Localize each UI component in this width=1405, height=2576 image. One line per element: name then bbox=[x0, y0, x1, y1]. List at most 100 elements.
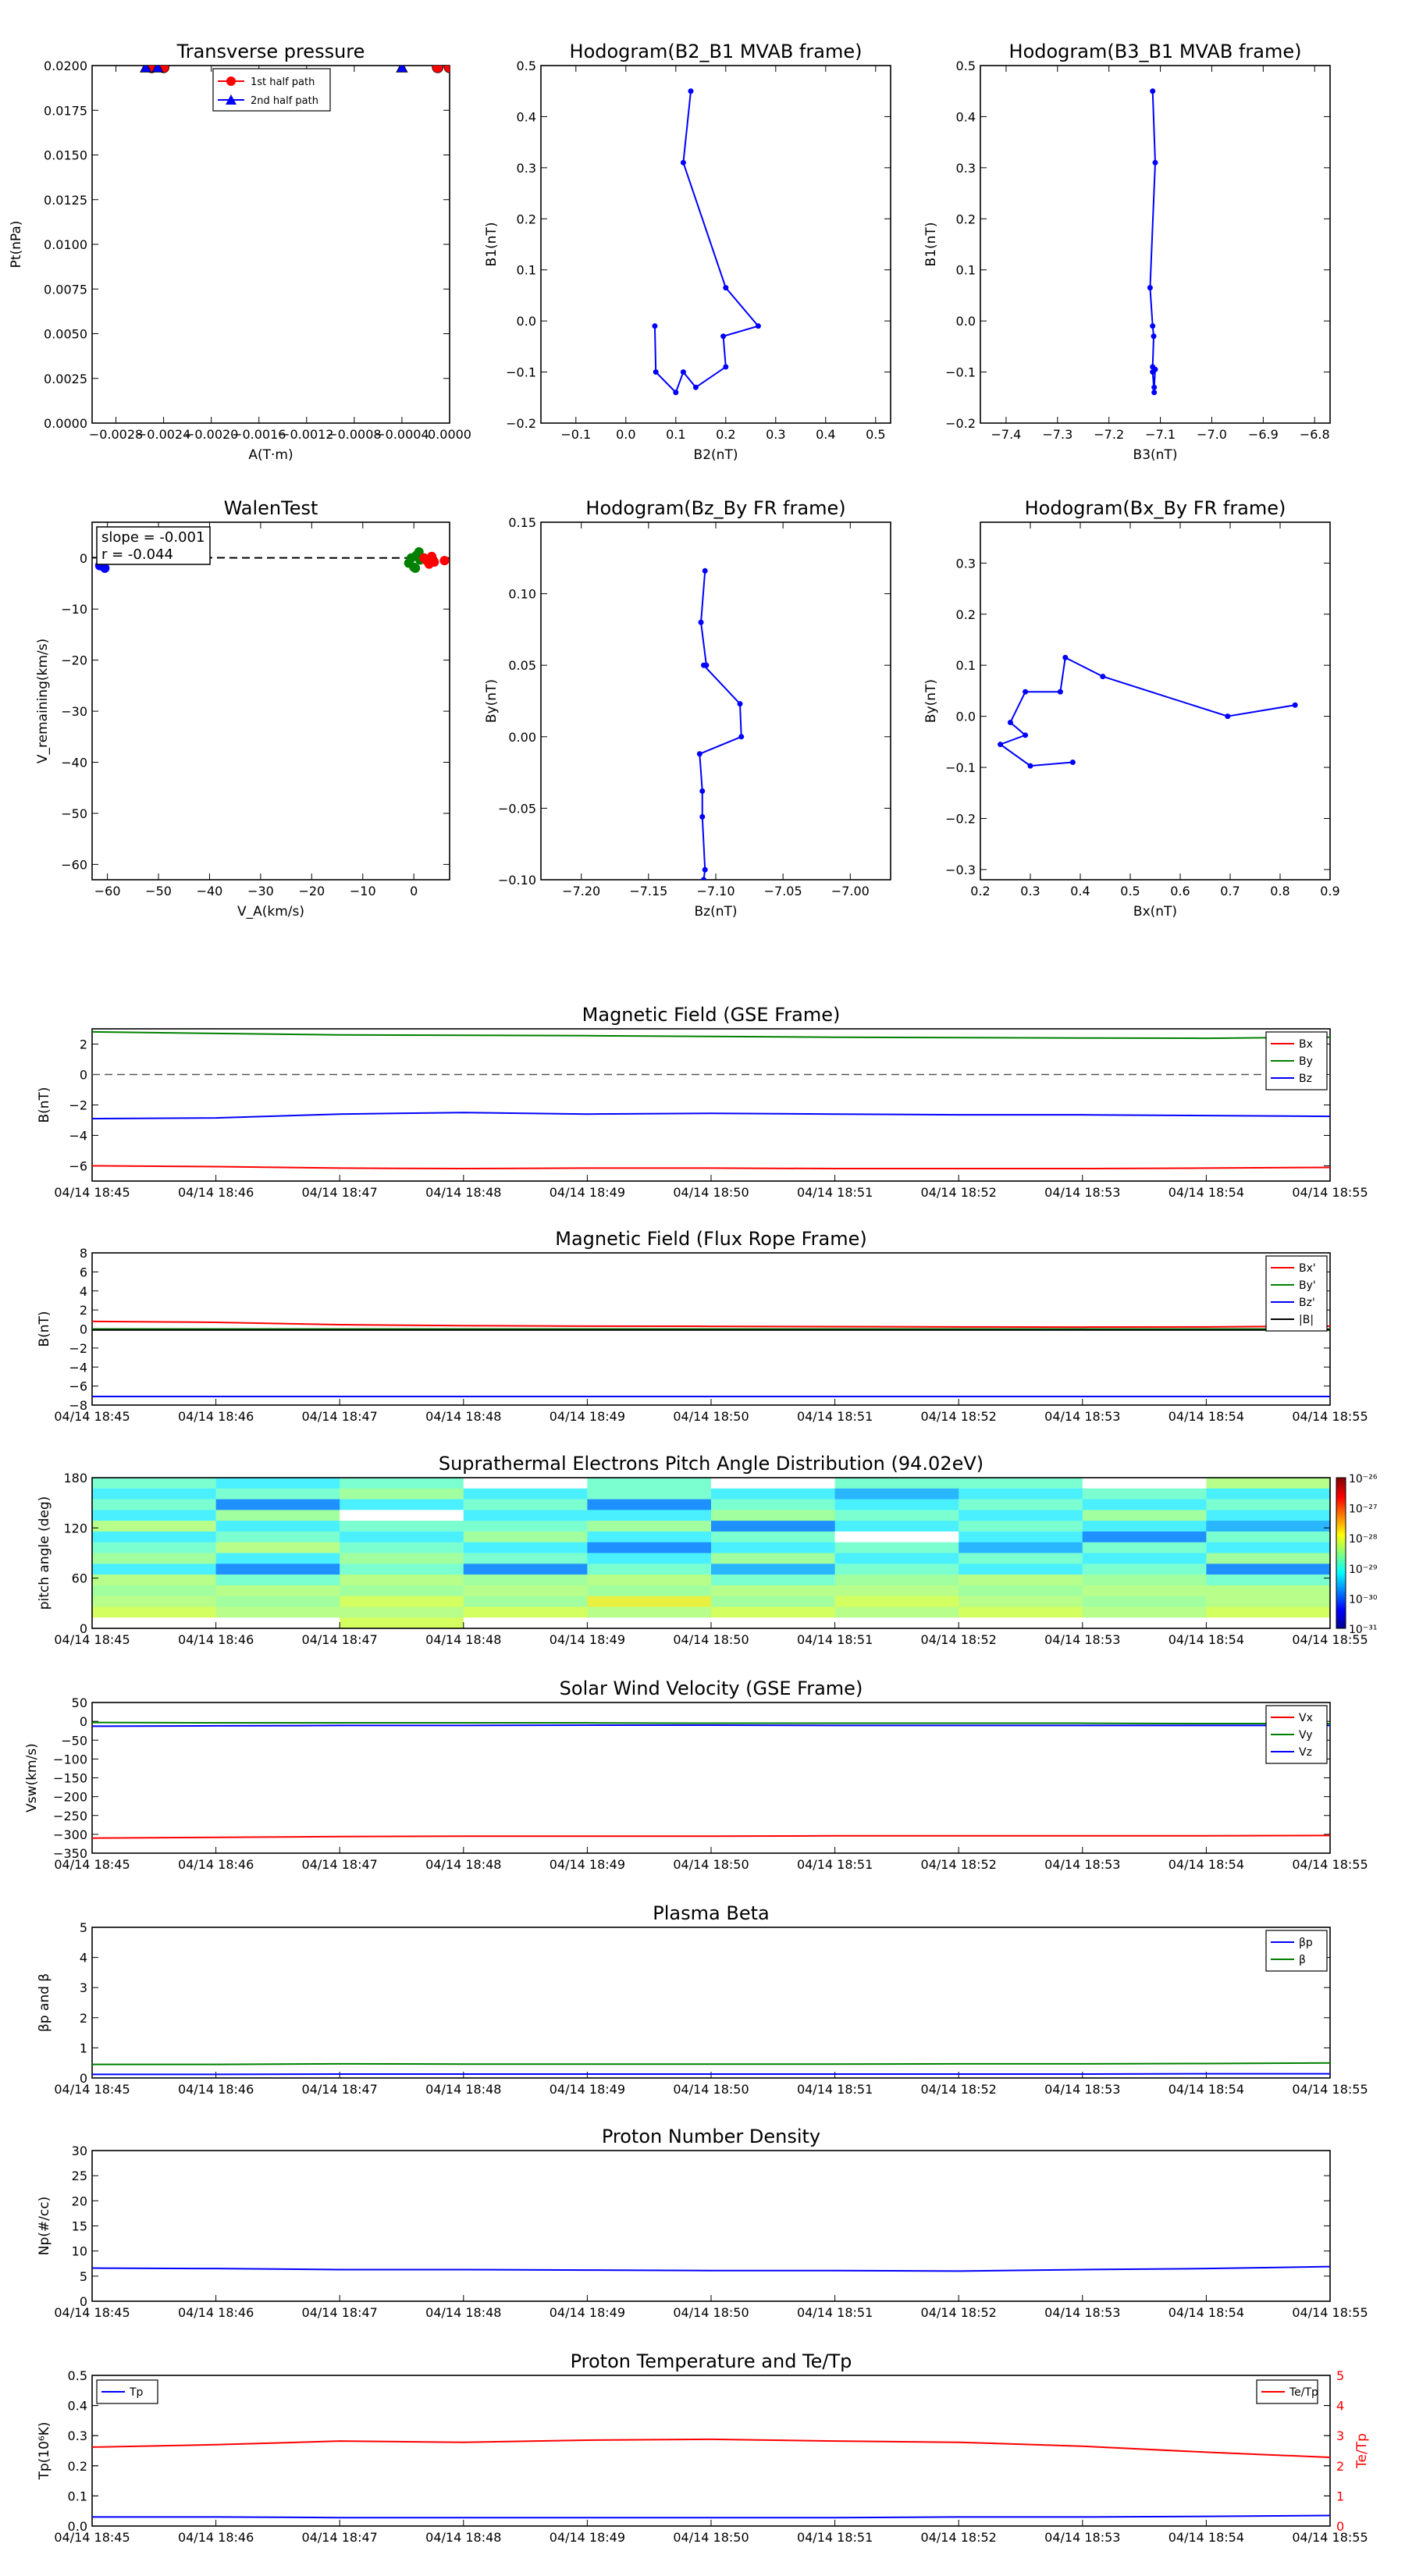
data-point bbox=[439, 556, 450, 566]
data-point bbox=[738, 734, 745, 740]
plot-area bbox=[92, 1030, 1330, 1170]
legend-label: Te/Tp bbox=[1289, 2386, 1318, 2399]
plot-frame bbox=[91, 521, 450, 881]
y-tick-label: 0.1 bbox=[517, 263, 536, 278]
x-tick-label: 0.2 bbox=[970, 884, 990, 898]
heatmap-cell bbox=[959, 1488, 1083, 1500]
data-point bbox=[700, 662, 706, 668]
heatmap-cell bbox=[587, 1521, 712, 1532]
data-point bbox=[1150, 88, 1156, 94]
data-point bbox=[140, 66, 152, 73]
y-tick-label: 0.1 bbox=[956, 658, 976, 673]
x-tick-label: 04/14 18:55 bbox=[1292, 2530, 1368, 2545]
legend-label: Tp bbox=[129, 2386, 144, 2399]
data-point bbox=[1225, 713, 1231, 720]
x-tick-label: 04/14 18:50 bbox=[673, 2530, 749, 2545]
heatmap-cell bbox=[1206, 1521, 1331, 1532]
x-axis-label: Bx(nT) bbox=[1133, 904, 1177, 920]
data-point bbox=[1150, 369, 1156, 375]
chart-title: Proton Number Density bbox=[602, 2126, 820, 2147]
x-tick-label: 04/14 18:55 bbox=[1292, 1185, 1368, 1200]
plasma-beta-chart: Plasma Beta 04/14 18:45 04/14 18:46 04/14 1… bbox=[37, 1902, 1368, 2097]
heatmap-cell bbox=[711, 1574, 836, 1586]
heatmap-cell bbox=[463, 1574, 588, 1586]
x-tick-label: 04/14 18:49 bbox=[550, 1632, 625, 1647]
heatmap-cell bbox=[1082, 1488, 1207, 1500]
data-point bbox=[411, 563, 421, 573]
heatmap-cell bbox=[834, 1617, 959, 1629]
heatmap-cell bbox=[463, 1585, 588, 1597]
y-tick-label: −300 bbox=[53, 1827, 87, 1842]
x-tick-label: 04/14 18:46 bbox=[178, 1632, 254, 1647]
heatmap-cell bbox=[463, 1542, 588, 1554]
y-tick-label: 2 bbox=[80, 1037, 87, 1052]
x-tick-label: −50 bbox=[145, 884, 172, 898]
y-tick-label: −0.10 bbox=[498, 873, 536, 888]
y-tick-label: −4 bbox=[69, 1360, 87, 1375]
y-right-tick-label: 1 bbox=[1336, 2489, 1344, 2503]
y-tick-label: −10 bbox=[61, 602, 87, 617]
legend-label: 2nd half path bbox=[251, 95, 318, 107]
annotation-box bbox=[96, 526, 211, 565]
heatmap-cell bbox=[92, 1499, 217, 1510]
legend-label: Bz bbox=[1299, 1073, 1312, 1085]
x-tick-label: −7.15 bbox=[629, 884, 667, 898]
colorbar-label: 10⁻²⁸ bbox=[1349, 1533, 1378, 1546]
x-tick-label: 04/14 18:47 bbox=[302, 2530, 378, 2545]
heatmap-cell bbox=[834, 1499, 959, 1510]
data-point bbox=[652, 323, 658, 329]
chart-title: Hodogram(Bz_By FR frame) bbox=[585, 497, 845, 519]
data-point bbox=[699, 813, 706, 820]
plot-frame bbox=[980, 65, 1331, 424]
series-line bbox=[699, 571, 742, 880]
y-axis-label: Vsw(km/s) bbox=[24, 1743, 40, 1813]
x-tick-label: 0.7 bbox=[1220, 884, 1240, 898]
y-tick-label: −0.3 bbox=[945, 863, 976, 877]
y-tick-label: 0.4 bbox=[956, 109, 976, 124]
colorbar bbox=[1336, 1477, 1346, 1629]
x-tick-label: 04/14 18:54 bbox=[1168, 1409, 1244, 1424]
y-axis-label: B1(nT) bbox=[484, 222, 500, 267]
walen-test-chart: WalenTest −60 −50 −40 −30 −20 −10 0 −60 −50 −40 −30… bbox=[35, 497, 450, 920]
x-tick-label: 04/14 18:51 bbox=[797, 2530, 873, 2545]
heatmap-cell bbox=[1206, 1531, 1331, 1543]
x-axis-label: B3(nT) bbox=[1133, 447, 1178, 463]
heatmap-cell bbox=[711, 1596, 836, 1608]
chart-title: WalenTest bbox=[224, 497, 318, 519]
data-point bbox=[755, 323, 761, 329]
pitch-angle-chart: Suprathermal Electrons Pitch Angle Distr… bbox=[37, 1453, 1378, 1647]
chart-title: Magnetic Field (GSE Frame) bbox=[582, 1004, 841, 1026]
x-tick-label: 04/14 18:48 bbox=[425, 1185, 501, 1200]
heatmap-cell bbox=[834, 1585, 959, 1597]
colorbar-label: 10⁻²⁶ bbox=[1349, 1473, 1378, 1485]
x-tick-label: 04/14 18:48 bbox=[425, 2530, 501, 2545]
heatmap-cell bbox=[834, 1488, 959, 1500]
heatmap-cell bbox=[587, 1574, 712, 1586]
plot-area bbox=[1147, 88, 1158, 396]
y-tick-label: −0.2 bbox=[945, 416, 976, 431]
x-tick-label: 0.0 bbox=[616, 427, 635, 442]
heatmap-cell bbox=[463, 1564, 588, 1575]
x-tick-label: 04/14 18:54 bbox=[1168, 1185, 1244, 1200]
x-tick-label: −0.0012 bbox=[279, 427, 333, 442]
y-tick-label: 50 bbox=[72, 1695, 87, 1710]
heatmap-cell bbox=[834, 1564, 959, 1575]
x-tick-label: 04/14 18:52 bbox=[921, 1857, 997, 1872]
x-axis-label: B2(nT) bbox=[694, 447, 738, 463]
hodogram-bz-by-chart: Hodogram(Bz_By FR frame) −7.20 −7.15 −7.10 −… bbox=[484, 497, 891, 920]
x-tick-label: 0.1 bbox=[666, 427, 685, 442]
x-tick-label: −40 bbox=[197, 884, 223, 898]
x-tick-label: 04/14 18:51 bbox=[797, 1857, 873, 1872]
y-right-tick-label: 4 bbox=[1336, 2399, 1344, 2414]
series-line bbox=[92, 1834, 1330, 1839]
y-tick-label: 0.3 bbox=[956, 161, 976, 176]
legend-label: By bbox=[1299, 1055, 1313, 1068]
x-tick-label: −7.0 bbox=[1197, 427, 1227, 442]
y-tick-label: −0.1 bbox=[945, 365, 976, 380]
heatmap-cell bbox=[92, 1531, 217, 1543]
hodogram-b3-b1-chart: Hodogram(B3_B1 MVAB frame) −7.4 −7.3 −7.2 −7… bbox=[923, 41, 1331, 463]
x-tick-label: 0.4 bbox=[816, 427, 835, 442]
x-tick-label: 04/14 18:45 bbox=[54, 1185, 130, 1200]
series-line bbox=[92, 1112, 1330, 1120]
heatmap-cell bbox=[959, 1585, 1083, 1597]
